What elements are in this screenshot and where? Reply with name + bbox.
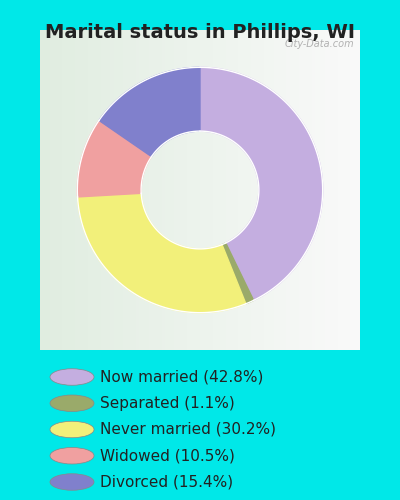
Polygon shape [99,68,200,156]
Text: Widowed (10.5%): Widowed (10.5%) [100,448,235,463]
Circle shape [50,474,94,490]
Text: City-Data.com: City-Data.com [285,38,355,48]
Circle shape [50,395,94,411]
Polygon shape [78,194,246,312]
Text: Now married (42.8%): Now married (42.8%) [100,370,263,384]
Circle shape [50,448,94,464]
Polygon shape [222,243,254,304]
Circle shape [50,369,94,385]
Text: Never married (30.2%): Never married (30.2%) [100,422,276,437]
Circle shape [50,421,94,438]
Polygon shape [200,68,323,300]
Text: Marital status in Phillips, WI: Marital status in Phillips, WI [45,22,355,42]
Polygon shape [77,120,152,197]
Text: Divorced (15.4%): Divorced (15.4%) [100,474,233,490]
Text: Separated (1.1%): Separated (1.1%) [100,396,235,411]
